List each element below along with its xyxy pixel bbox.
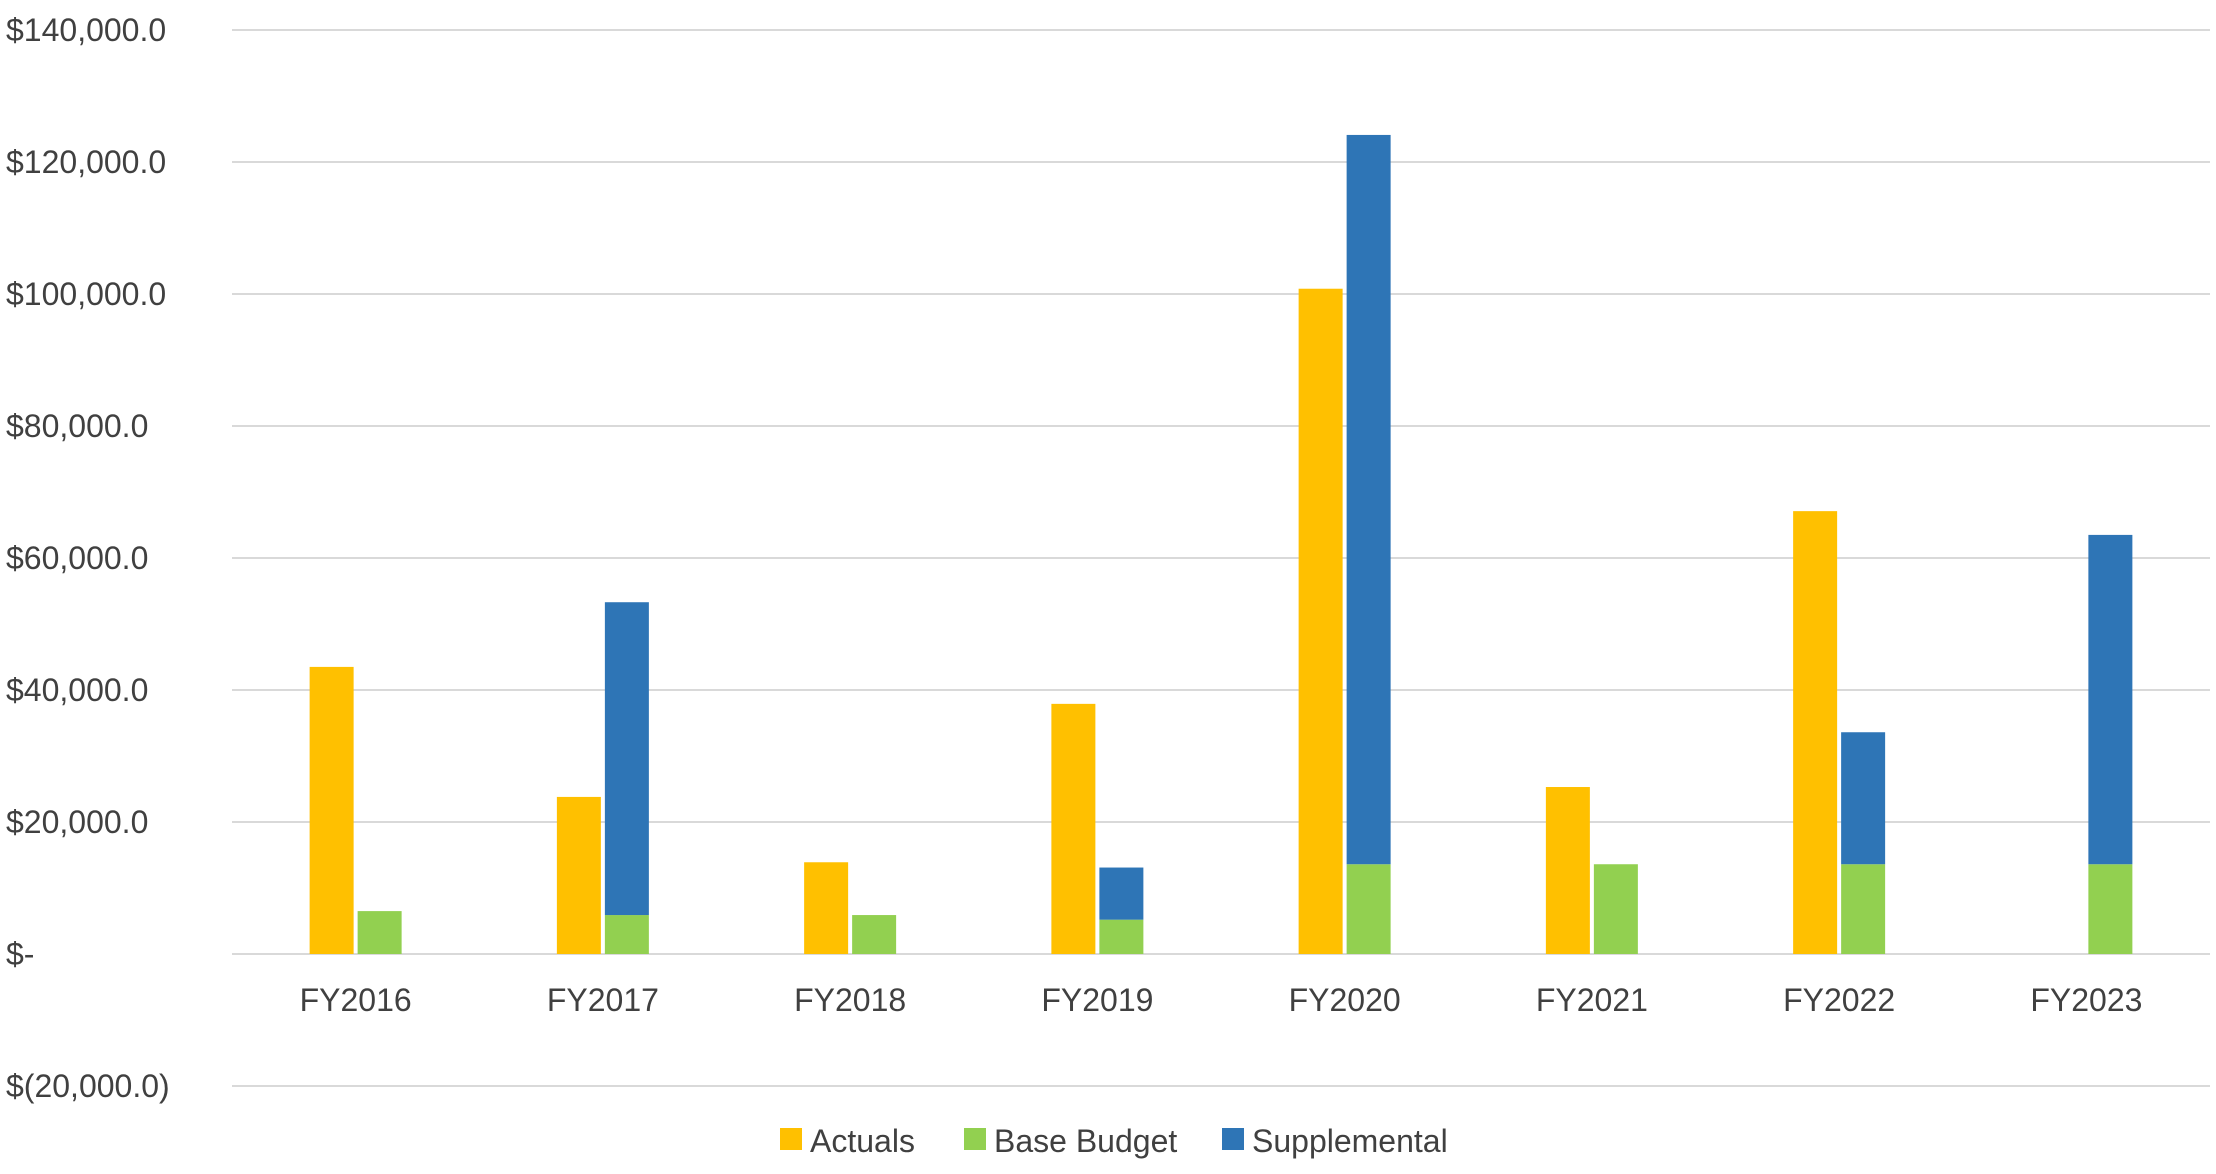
- x-category-label: FY2022: [1783, 982, 1895, 1018]
- legend-label: Actuals: [810, 1123, 915, 1159]
- bar-actuals: [556, 796, 601, 954]
- bar-supplemental: [1099, 867, 1144, 920]
- y-tick-label: $20,000.0: [6, 804, 148, 840]
- bar-supplemental: [2088, 534, 2133, 865]
- bar-actuals: [1793, 511, 1838, 954]
- y-axis-tick-labels: $(20,000.0) $- $20,000.0 $40,000.0 $60,000.0…: [6, 12, 170, 1104]
- bar-supplemental: [1346, 134, 1391, 865]
- bar-base-budget: [852, 915, 897, 954]
- x-category-label: FY2020: [1289, 982, 1401, 1018]
- bars: [309, 134, 2133, 955]
- bar-supplemental: [604, 602, 649, 916]
- x-axis-category-labels: FY2016 FY2017 FY2018 FY2019 FY2020 FY2021 FY20…: [300, 982, 2143, 1018]
- y-tick-label: $80,000.0: [6, 408, 148, 444]
- legend-swatch: [780, 1128, 802, 1150]
- bar-supplemental: [1841, 732, 1886, 865]
- x-category-label: FY2023: [2030, 982, 2142, 1018]
- x-category-label: FY2018: [794, 982, 906, 1018]
- y-tick-label: $60,000.0: [6, 540, 148, 576]
- y-tick-label: $140,000.0: [6, 12, 166, 48]
- x-category-label: FY2016: [300, 982, 412, 1018]
- bar-actuals: [1051, 703, 1096, 954]
- y-tick-label: $-: [6, 936, 34, 972]
- legend-swatch: [964, 1128, 986, 1150]
- y-tick-label: $(20,000.0): [6, 1068, 170, 1104]
- bar-base-budget: [357, 911, 402, 954]
- bar-actuals: [1545, 787, 1590, 954]
- bar-actuals: [309, 666, 354, 954]
- bar-base-budget: [604, 915, 649, 954]
- legend: Actuals Base Budget Supplemental: [780, 1123, 1448, 1159]
- y-tick-label: $100,000.0: [6, 276, 166, 312]
- legend-label: Base Budget: [994, 1123, 1177, 1159]
- y-tick-label: $120,000.0: [6, 144, 166, 180]
- bar-base-budget: [1593, 864, 1638, 954]
- bar-actuals: [804, 862, 849, 954]
- bar-base-budget: [1099, 919, 1144, 954]
- legend-label: Supplemental: [1252, 1123, 1448, 1159]
- x-category-label: FY2019: [1041, 982, 1153, 1018]
- bar-base-budget: [2088, 864, 2133, 954]
- x-category-label: FY2017: [547, 982, 659, 1018]
- bar-base-budget: [1841, 864, 1886, 954]
- gridlines: [232, 29, 2210, 1087]
- legend-swatch: [1222, 1128, 1244, 1150]
- bar-actuals: [1298, 288, 1343, 955]
- bar-base-budget: [1346, 864, 1391, 954]
- x-category-label: FY2021: [1536, 982, 1648, 1018]
- y-tick-label: $40,000.0: [6, 672, 148, 708]
